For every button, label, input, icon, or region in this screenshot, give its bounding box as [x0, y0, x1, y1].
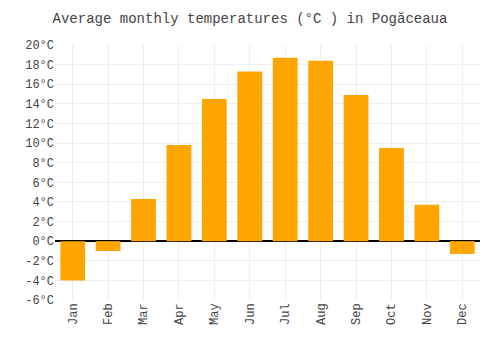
svg-text:10°C: 10°C — [25, 137, 54, 151]
svg-text:Dec: Dec — [456, 303, 470, 325]
svg-text:Sep: Sep — [350, 303, 364, 325]
svg-text:Jul: Jul — [279, 303, 293, 325]
svg-text:2°C: 2°C — [32, 216, 54, 230]
svg-text:-6°C: -6°C — [25, 294, 54, 308]
svg-text:20°C: 20°C — [25, 39, 54, 53]
svg-text:14°C: 14°C — [25, 98, 54, 112]
svg-text:Oct: Oct — [385, 303, 399, 325]
svg-text:-4°C: -4°C — [25, 275, 54, 289]
svg-text:Apr: Apr — [173, 303, 187, 325]
svg-text:4°C: 4°C — [32, 196, 54, 210]
svg-text:Feb: Feb — [102, 303, 116, 325]
svg-text:6°C: 6°C — [32, 177, 54, 191]
svg-text:Jan: Jan — [67, 303, 81, 325]
svg-text:-2°C: -2°C — [25, 255, 54, 269]
svg-text:8°C: 8°C — [32, 157, 54, 171]
svg-text:18°C: 18°C — [25, 59, 54, 73]
svg-text:Average monthly temperatures (: Average monthly temperatures (°C ) in Po… — [53, 11, 448, 27]
svg-text:May: May — [208, 303, 222, 325]
svg-text:Aug: Aug — [315, 303, 329, 325]
svg-text:0°C: 0°C — [32, 235, 54, 249]
svg-text:16°C: 16°C — [25, 78, 54, 92]
svg-text:Nov: Nov — [421, 303, 435, 325]
svg-text:Mar: Mar — [137, 303, 151, 325]
svg-text:12°C: 12°C — [25, 118, 54, 132]
svg-text:Jun: Jun — [244, 303, 258, 325]
